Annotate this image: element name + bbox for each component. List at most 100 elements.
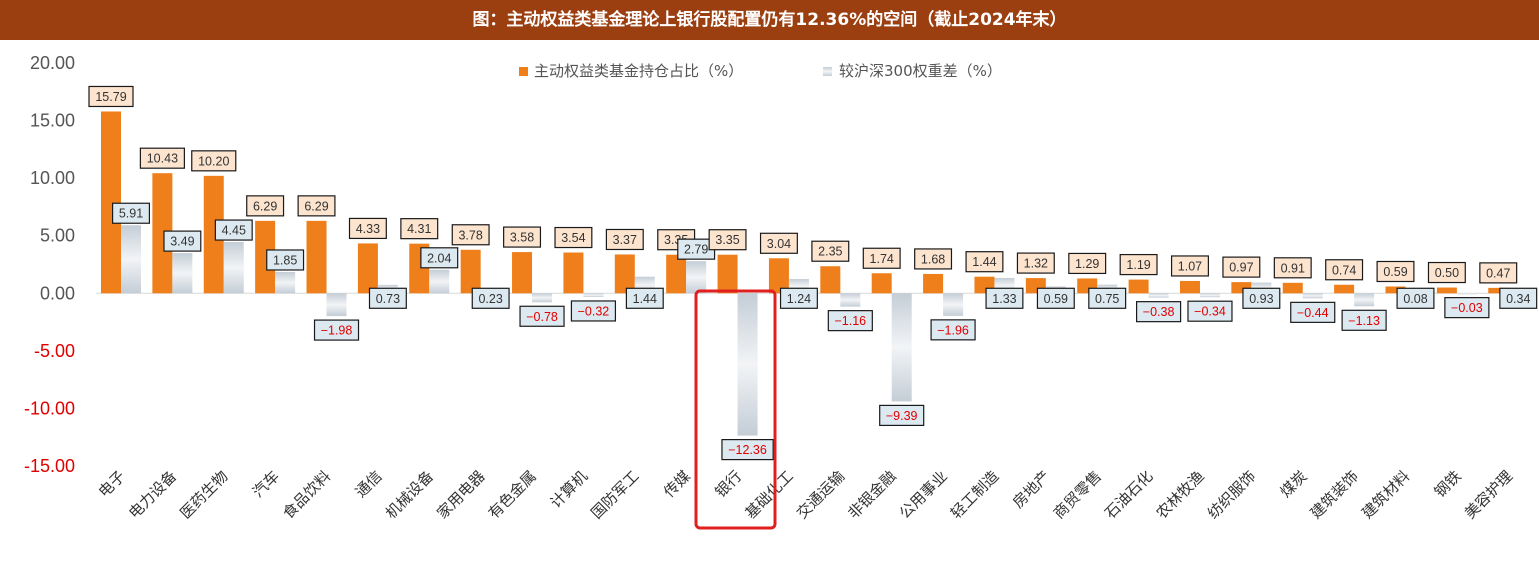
bar-series1 [306,220,327,294]
data-label-series2: 0.23 [478,292,502,306]
category-label: 建筑装饰 [1307,467,1362,522]
data-label-series1-box [1222,256,1261,278]
data-label-series2: −9.39 [886,409,918,423]
data-label-series1-box [708,229,747,251]
bar-series1 [1282,282,1303,294]
data-label-series2: 0.34 [1506,292,1530,306]
category-label: 建筑材料 [1358,467,1413,522]
data-label-series2: −0.03 [1451,301,1483,315]
data-label-series2-box [827,310,873,332]
category-label: 电力设备 [125,467,180,522]
data-label-series2: −1.13 [1348,314,1380,328]
category-label: 农林牧渔 [1153,467,1208,522]
data-label-series2-box [1242,287,1281,309]
bar-series2 [583,293,604,297]
data-label-series2: −0.34 [1194,305,1226,319]
data-label-series1-box [1119,253,1158,276]
category-label: 钢铁 [1431,467,1465,501]
data-label-series1-box [139,147,185,169]
data-label-series2-box [985,287,1024,309]
bar-series2 [686,261,707,294]
data-label-series1-box [451,224,490,246]
data-label-series1-box [965,251,1004,273]
data-label-series1-box [1325,259,1364,281]
bar-series1 [820,266,841,294]
data-label-series2-box [420,247,459,269]
data-label-series2-box [1396,287,1435,309]
category-label: 汽车 [249,467,283,501]
bar-series1 [1128,279,1149,294]
data-label-series2: −0.44 [1297,306,1329,320]
data-label-series1-box [605,228,644,251]
data-label-series2-box [313,319,360,341]
bar-series2 [943,293,964,316]
category-label: 有色金属 [485,467,540,522]
data-label-series2-box [1036,287,1075,309]
data-label-series2-box [471,287,510,309]
category-label: 商贸零售 [1050,467,1105,522]
data-label-series2-box [1187,300,1233,322]
data-label-series1-box [400,218,439,240]
data-label-series1: 6.29 [253,199,277,213]
data-label-series1-box [1479,262,1518,284]
bar-series1 [512,252,533,294]
y-tick-label: 20.00 [30,53,75,73]
data-label-series2-box [266,249,305,271]
bar-series1 [1179,280,1200,294]
data-label-series2: 0.93 [1249,292,1273,306]
y-tick-label: 0.00 [40,283,75,303]
data-label-series1: 15.79 [95,90,126,104]
data-label-series1-box [297,195,336,217]
data-label-series1-box [554,226,593,249]
data-label-series2: 4.45 [222,224,246,238]
data-label-series2: 1.44 [633,292,657,306]
data-label-series2-box [519,305,565,327]
data-label-series1: 4.33 [356,222,380,236]
category-label: 机械设备 [382,467,437,522]
category-label: 基础化工 [742,467,797,522]
data-label-series2: 0.59 [1044,292,1068,306]
data-label-series2-box [163,230,202,252]
data-label-series1: 0.59 [1383,265,1407,279]
category-label: 传媒 [660,467,694,501]
y-tick-label: 15.00 [30,111,75,131]
highlight-box [694,289,777,530]
data-label-series1: 3.58 [510,231,534,245]
data-label-series1-box [862,247,901,269]
data-label-series2-box [1290,301,1336,323]
data-label-series1-box [1376,260,1415,283]
data-label-series1: 1.44 [972,255,996,269]
data-label-series2-box [930,319,976,341]
bar-series1 [923,273,944,294]
data-label-series2-box [879,404,925,427]
bar-series1 [152,173,173,294]
data-label-series2: 2.79 [684,243,708,257]
category-labels: 电子电力设备医药生物 汽车食品饮料 通信机械设备家用电器有色金属 计算机国防军工 传媒银… [95,467,1516,522]
data-label-series2: 0.75 [1095,292,1119,306]
data-label-series1: 10.43 [147,152,178,166]
data-label-series2: 5.91 [119,207,143,221]
bar-series2 [840,293,861,307]
data-label-series1-box [88,85,134,108]
data-label-series2-box [1499,287,1538,309]
bar-series2 [172,253,193,294]
bar-series2 [737,293,758,436]
y-tick-label: 5.00 [40,226,75,246]
data-label-series2-box [779,287,818,309]
bar-series1 [255,220,276,294]
data-label-series2: 1.24 [787,292,811,306]
y-tick-label: 10.00 [30,168,75,188]
data-label-series1: 3.37 [613,233,637,247]
bar-series2 [326,293,347,317]
bar-series2 [1302,293,1323,299]
category-label: 交通运输 [793,467,848,522]
data-label-series1-box [348,217,387,240]
category-label: 医药生物 [176,467,231,522]
data-label-series1: 4.31 [407,222,431,236]
bar-series2 [429,269,450,294]
bar-series1 [871,273,892,294]
data-label-series1: 3.04 [767,237,791,251]
data-label-series2: 0.08 [1403,292,1427,306]
bar-series2 [1148,293,1169,298]
data-label-series1: 0.97 [1229,261,1253,275]
